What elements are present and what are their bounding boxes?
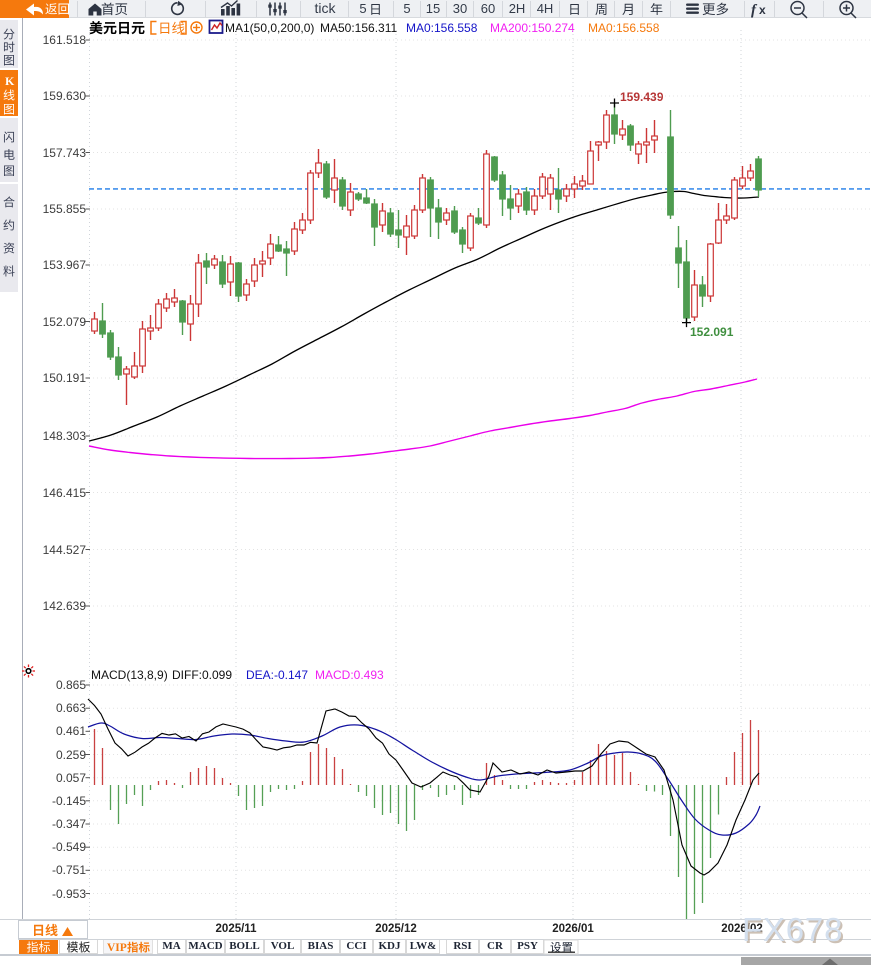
svg-text:x: x xyxy=(759,3,766,17)
svg-text:VIP: VIP xyxy=(107,942,127,954)
svg-text:K: K xyxy=(5,74,15,88)
svg-text:FX678: FX678 xyxy=(744,913,845,950)
svg-text:f: f xyxy=(751,3,758,19)
svg-text:FX678: FX678 xyxy=(742,911,843,948)
